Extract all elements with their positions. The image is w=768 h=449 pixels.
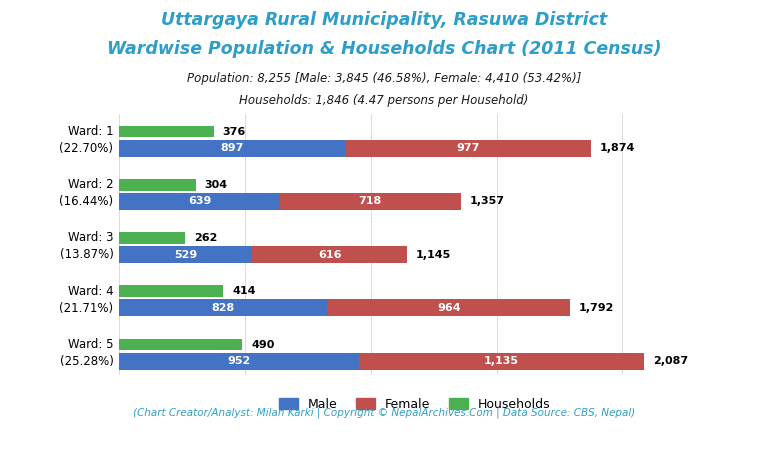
Text: 964: 964: [437, 303, 461, 313]
Bar: [359, 352, 644, 370]
Text: 304: 304: [204, 180, 227, 190]
Bar: [119, 193, 280, 210]
Text: 1,792: 1,792: [579, 303, 614, 313]
Text: 414: 414: [232, 286, 256, 296]
Text: 616: 616: [318, 250, 342, 260]
Text: 1,874: 1,874: [600, 143, 635, 153]
Bar: [119, 286, 223, 297]
Text: 1,135: 1,135: [484, 356, 519, 366]
Text: 897: 897: [220, 143, 243, 153]
Text: 639: 639: [187, 196, 211, 206]
Bar: [280, 193, 461, 210]
Text: 1,145: 1,145: [416, 250, 452, 260]
Text: 376: 376: [223, 127, 246, 136]
Bar: [119, 140, 345, 157]
Bar: [345, 140, 591, 157]
Bar: [119, 352, 359, 370]
Bar: [119, 246, 252, 263]
Bar: [327, 299, 570, 317]
Text: 262: 262: [194, 233, 217, 243]
Bar: [252, 246, 407, 263]
Text: 952: 952: [227, 356, 250, 366]
Text: 828: 828: [212, 303, 235, 313]
Bar: [119, 232, 185, 244]
Legend: Male, Female, Households: Male, Female, Households: [274, 392, 555, 415]
Bar: [119, 299, 327, 317]
Text: (Chart Creator/Analyst: Milan Karki | Copyright © NepalArchives.Com | Data Sourc: (Chart Creator/Analyst: Milan Karki | Co…: [133, 408, 635, 418]
Text: 490: 490: [251, 339, 274, 350]
Bar: [119, 339, 243, 350]
Text: 977: 977: [456, 143, 479, 153]
Bar: [119, 179, 196, 191]
Text: Households: 1,846 (4.47 persons per Household): Households: 1,846 (4.47 persons per Hous…: [240, 94, 528, 107]
Text: 2,087: 2,087: [653, 356, 688, 366]
Text: Population: 8,255 [Male: 3,845 (46.58%), Female: 4,410 (53.42%)]: Population: 8,255 [Male: 3,845 (46.58%),…: [187, 72, 581, 85]
Text: 1,357: 1,357: [469, 196, 505, 206]
Text: Wardwise Population & Households Chart (2011 Census): Wardwise Population & Households Chart (…: [107, 40, 661, 58]
Text: 718: 718: [359, 196, 382, 206]
Text: 529: 529: [174, 250, 197, 260]
Text: Uttargaya Rural Municipality, Rasuwa District: Uttargaya Rural Municipality, Rasuwa Dis…: [161, 11, 607, 29]
Bar: [119, 126, 214, 137]
